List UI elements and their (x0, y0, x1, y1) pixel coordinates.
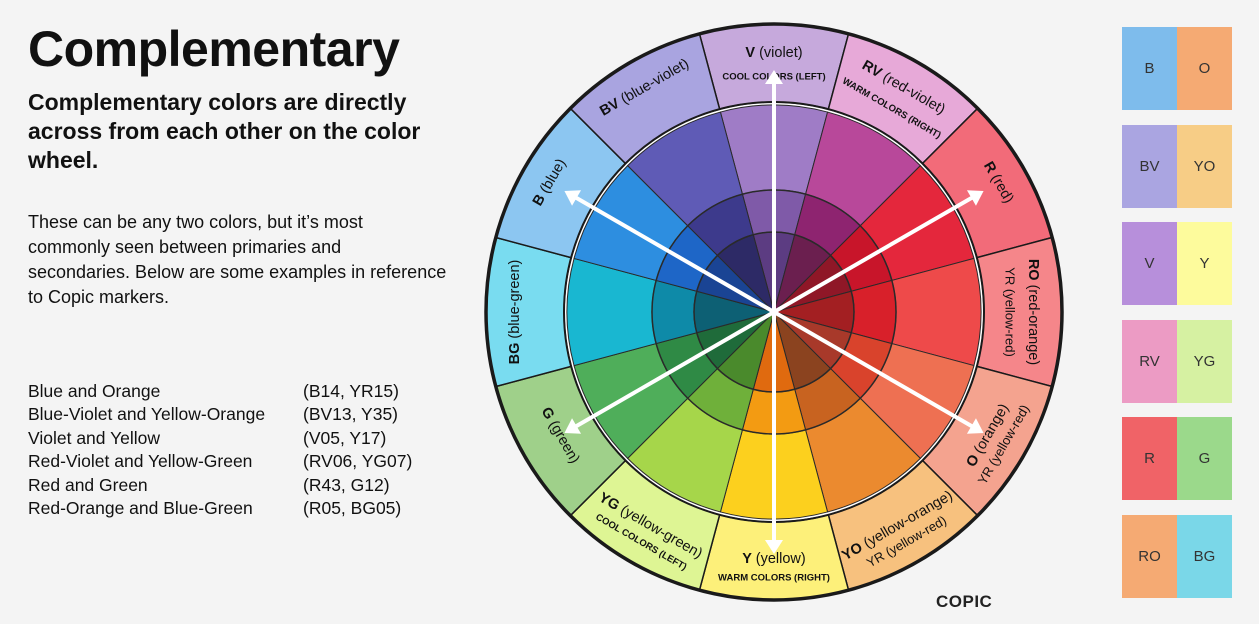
page-subtitle: Complementary colors are directly across… (28, 89, 421, 173)
wheel-segment-label: V (violet) (745, 45, 802, 61)
wheel-segment-sublabel: YR (yellow-red) (1003, 267, 1018, 357)
swatch-right: G (1177, 417, 1232, 501)
page-title: Complementary (28, 21, 400, 77)
pair-row: Blue and Orange (B14, YR15) (28, 380, 468, 403)
swatch-left: RV (1122, 319, 1177, 403)
swatch-left: R (1122, 417, 1177, 501)
swatch-left: V (1122, 222, 1177, 306)
pair-name: Red-Violet and Yellow-Green (28, 451, 253, 472)
wheel-outer-segment (975, 236, 1062, 388)
pair-row: Violet and Yellow (V05, Y17) (28, 427, 468, 450)
pair-row: Blue-Violet and Yellow-Orange (BV13, Y35) (28, 403, 468, 426)
pair-name: Blue and Orange (28, 381, 161, 401)
pair-row: Red and Green (R43, G12) (28, 474, 468, 497)
swatch-pair: B O (1122, 27, 1232, 110)
pair-row: Red-Violet and Yellow-Green (RV06, YG07) (28, 450, 468, 473)
pair-row: Red-Orange and Blue-Green (R05, BG05) (28, 497, 468, 520)
pair-codes: (B14, YR15) (303, 381, 399, 401)
arrow-head (564, 190, 582, 206)
wheel-segment-sublabel: WARM COLORS (RIGHT) (718, 573, 830, 584)
swatch-left: BV (1122, 124, 1177, 208)
pair-name: Blue-Violet and Yellow-Orange (28, 404, 266, 425)
swatch-left: RO (1122, 514, 1177, 598)
pair-name: Violet and Yellow (28, 427, 161, 448)
swatch-pair: R G (1122, 417, 1232, 501)
pair-codes: (RV06, YG07) (303, 451, 413, 472)
swatch-pair: V Y (1122, 222, 1232, 306)
swatch-right: BG (1177, 514, 1232, 598)
copic-logo: COPIC (936, 592, 993, 611)
pair-name: Red and Green (28, 474, 148, 495)
swatch-right: YG (1177, 319, 1232, 403)
swatch-right: YO (1177, 124, 1232, 208)
color-wheel: V (violet)COOL COLORS (LEFT)RV (red-viol… (484, 22, 1064, 602)
pair-codes: (R43, G12) (303, 474, 390, 495)
wheel-segment-label: BG (blue-green) (507, 260, 523, 365)
swatch-right: O (1177, 27, 1232, 110)
arrow-head (765, 540, 783, 554)
arrow-head (966, 190, 984, 206)
complementary-pairs-list: Blue and Orange (B14, YR15) Blue-Violet a… (28, 380, 468, 520)
swatch-right: Y (1177, 222, 1232, 306)
wheel-segment-label: Y (yellow) (742, 551, 805, 567)
wheel-segment-label: RO (red-orange) (1025, 259, 1041, 365)
wheel-outer-segment (486, 236, 573, 388)
swatch-left: B (1122, 27, 1177, 110)
pair-name: Red-Orange and Blue-Green (28, 497, 253, 518)
swatch-pair: RO BG (1122, 514, 1232, 598)
pair-codes: (BV13, Y35) (303, 404, 399, 425)
swatch-pair: RV YG (1122, 319, 1232, 403)
swatch-pair: BV YO (1122, 124, 1232, 208)
pair-codes: (R05, BG05) (303, 497, 402, 518)
page-description: These can be any two colors, but it’s mo… (28, 212, 447, 307)
arrow-head (966, 418, 984, 434)
complementary-arrow (572, 195, 976, 429)
arrow-head (564, 418, 582, 434)
arrow-head (765, 70, 783, 84)
swatch-column: B O BV YO V Y RV YG R G RO BG (1122, 27, 1232, 613)
pair-codes: (V05, Y17) (303, 427, 387, 448)
